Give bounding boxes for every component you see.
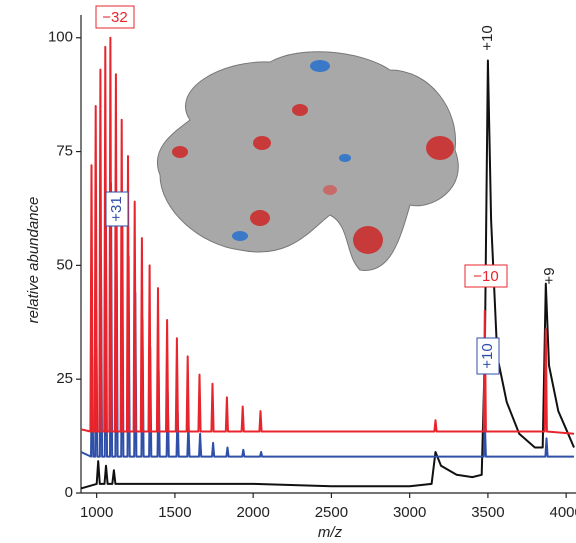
x-tick-label: 3500: [471, 504, 504, 521]
label-box: [464, 264, 508, 288]
patch: [310, 60, 330, 72]
patch: [323, 185, 337, 195]
annotation: −32: [102, 9, 127, 26]
x-tick-label: 3000: [393, 504, 426, 521]
patch: [232, 231, 248, 241]
x-axis-label: m/z: [318, 524, 343, 541]
x-tick-label: 4000: [549, 504, 576, 521]
patch: [172, 146, 188, 158]
patch: [426, 136, 454, 160]
protein-image: [156, 51, 459, 271]
y-tick-label: 75: [56, 143, 73, 160]
label-box: [105, 191, 129, 227]
x-tick-label: 1500: [158, 504, 191, 521]
annotations: −32 +31 +10 −10 +10 +9: [95, 5, 558, 375]
annotation: +10: [479, 343, 496, 368]
spectrum-line: [80, 182, 574, 458]
annotation: +31: [108, 196, 125, 221]
spectrum-line: [80, 59, 575, 490]
annotation: +10: [479, 25, 496, 50]
x-tick-label: 2500: [315, 504, 348, 521]
annotation: +9: [541, 267, 558, 284]
patch: [339, 154, 351, 162]
annotation: −10: [473, 268, 498, 285]
y-tick-label: 50: [56, 256, 73, 273]
y-axis-label: relative abundance: [25, 197, 42, 324]
x-tick-label: 2000: [236, 504, 269, 521]
y-tick-label: 100: [48, 29, 73, 46]
label-box: [476, 337, 500, 375]
spectrum-line: [80, 36, 575, 435]
label-box: [95, 5, 135, 29]
protein-surface: [156, 51, 459, 271]
y-tick-label: 0: [65, 484, 73, 501]
patch: [250, 210, 270, 226]
y-tick-label: 25: [56, 370, 73, 387]
patch: [292, 104, 308, 116]
patch: [353, 226, 383, 254]
patch: [253, 136, 271, 150]
x-tick-label: 1000: [80, 504, 113, 521]
